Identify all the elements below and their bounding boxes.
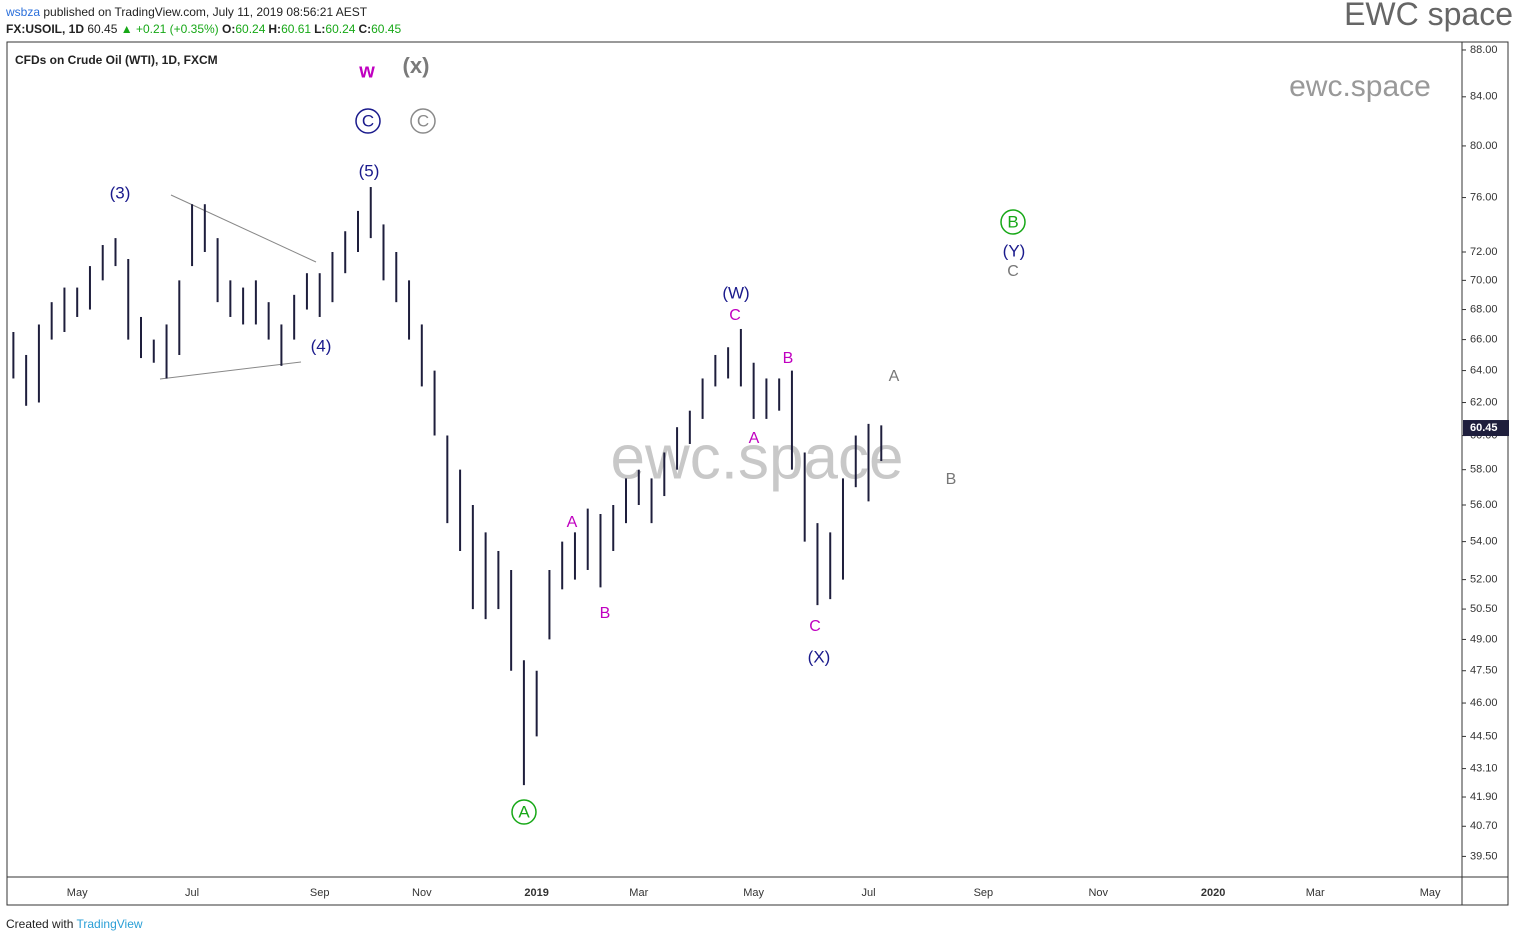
wave-label: (Y): [1003, 241, 1026, 260]
y-tick-label: 60.00: [1470, 429, 1498, 441]
watermark: ewc.space: [611, 423, 904, 492]
y-tick-label: 47.50: [1470, 665, 1498, 677]
x-tick-label: Mar: [629, 887, 648, 899]
y-tick-label: 39.50: [1470, 850, 1498, 862]
annotation-circle: [410, 108, 436, 134]
wave-label: (3): [110, 183, 131, 202]
wave-label: A: [749, 430, 760, 447]
y-tick-label: 54.00: [1470, 536, 1498, 548]
x-tick-label: May: [1420, 887, 1441, 899]
ohlc-label: O:: [222, 22, 236, 36]
ohlc-value: 60.24: [325, 22, 356, 36]
y-tick-label: 62.00: [1470, 396, 1498, 408]
x-tick-label: Mar: [1306, 887, 1325, 899]
y-tick-label: 84.00: [1470, 91, 1498, 103]
y-tick-label: 43.10: [1470, 762, 1498, 774]
wave-label: B: [1007, 212, 1018, 231]
symbol-line: FX:USOIL, 1D 60.45 ▲ +0.21 (+0.35%) O:60…: [6, 22, 404, 36]
wave-label: C: [809, 618, 821, 635]
x-tick-label: May: [67, 887, 88, 899]
y-tick-label: 52.00: [1470, 574, 1498, 586]
watermark: ewc.space: [1289, 70, 1431, 103]
wave-label: A: [889, 368, 900, 385]
x-tick-label: Nov: [1088, 887, 1108, 899]
y-tick-label: 50.50: [1470, 603, 1498, 615]
publisher[interactable]: wsbza: [6, 5, 41, 19]
ohlc-label: C:: [358, 22, 372, 36]
brand: EWC space: [1344, 0, 1513, 32]
y-tick-label: 76.00: [1470, 191, 1498, 203]
y-tick-label: 88.00: [1470, 44, 1498, 56]
wave-label: A: [518, 802, 530, 821]
wave-label: w: [358, 60, 375, 82]
ohlc-label: H:: [268, 22, 282, 36]
y-tick-label: 72.00: [1470, 246, 1498, 258]
y-tick-label: 56.00: [1470, 499, 1498, 511]
wave-label: A: [567, 514, 578, 531]
y-tick-label: 64.00: [1470, 364, 1498, 376]
y-tick-label: 40.70: [1470, 820, 1498, 832]
chart-title: CFDs on Crude Oil (WTI), 1D, FXCM: [15, 53, 218, 67]
wave-label: (4): [311, 336, 332, 355]
x-tick-label: Jul: [185, 887, 199, 899]
x-tick-label: 2019: [524, 887, 548, 899]
y-tick-label: 70.00: [1470, 274, 1498, 286]
x-tick-label: May: [743, 887, 764, 899]
wave-label: C: [417, 111, 429, 130]
triangle-line: [170, 194, 317, 263]
publish-line: wsbza published on TradingView.com, July…: [6, 5, 367, 19]
x-tick-label: 2020: [1201, 887, 1225, 899]
x-tick-label: Jul: [861, 887, 875, 899]
wave-label: C: [729, 307, 741, 324]
y-tick-label: 44.50: [1470, 730, 1498, 742]
y-tick-label: 58.00: [1470, 464, 1498, 476]
ohlc-value: 60.45: [371, 22, 402, 36]
ohlc-label: L:: [314, 22, 326, 36]
y-tick-label: 66.00: [1470, 334, 1498, 346]
published: published on TradingView.com, July 11, 2…: [43, 5, 368, 19]
last: 60.45: [87, 22, 118, 36]
wave-label: (5): [359, 161, 380, 180]
last-price-box: [1463, 420, 1509, 437]
wave-label: C: [362, 111, 374, 130]
ohlc: O:60.24 H:60.61 L:60.24 C:60.45: [222, 22, 404, 36]
y-tick-label: 68.00: [1470, 303, 1498, 315]
y-tick-label: 49.00: [1470, 633, 1498, 645]
wave-label: (X): [808, 647, 831, 666]
wave-label: B: [783, 350, 794, 367]
ohlc-value: 60.24: [235, 22, 266, 36]
wave-label: C: [1007, 263, 1019, 280]
annotation-circle: [355, 108, 381, 134]
change: ▲ +0.21 (+0.35%): [120, 22, 219, 36]
wave-label: (W): [722, 283, 749, 302]
wave-label: B: [600, 605, 611, 622]
wave-label: (x): [403, 53, 430, 78]
annotation-circle: [1000, 209, 1026, 235]
x-tick-label: Sep: [310, 887, 330, 899]
logo[interactable]: TradingView: [76, 917, 143, 931]
y-tick-label: 41.90: [1470, 791, 1498, 803]
created: Created with: [6, 917, 74, 931]
footer: Created with TradingView: [6, 917, 143, 931]
triangle-line: [159, 361, 302, 380]
y-tick-label: 46.00: [1470, 697, 1498, 709]
x-tick-label: Nov: [412, 887, 432, 899]
annotation-circle: [511, 799, 537, 825]
wave-label: B: [946, 471, 957, 488]
last-price-label: 60.45: [1470, 422, 1498, 434]
x-tick-label: Sep: [974, 887, 994, 899]
ohlc-value: 60.61: [281, 22, 312, 36]
symbol: FX:USOIL, 1D: [6, 22, 85, 36]
frame: [6, 41, 1509, 906]
y-tick-label: 80.00: [1470, 140, 1498, 152]
